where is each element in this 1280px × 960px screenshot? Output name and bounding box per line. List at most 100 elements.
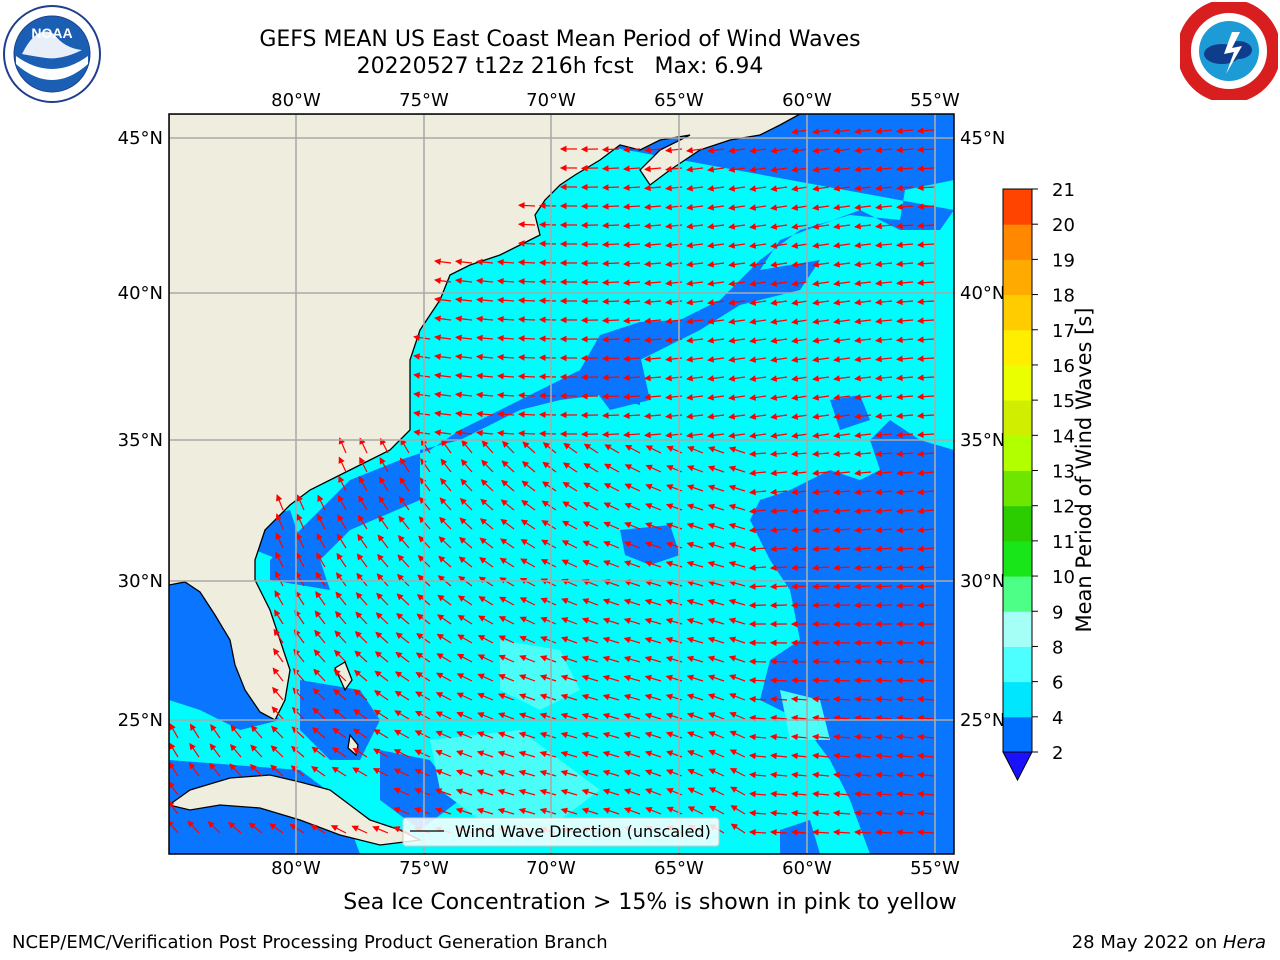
wave-arrow-head <box>520 539 528 546</box>
wave-arrow-head <box>580 411 588 419</box>
wave-arrow-head <box>790 752 798 760</box>
wave-arrow-head <box>563 442 571 450</box>
wave-arrow-head <box>833 413 841 420</box>
wave-arrow-head <box>623 693 631 701</box>
wave-arrow-head <box>730 823 738 831</box>
wave-arrow-head <box>833 147 841 154</box>
wave-arrow-head <box>623 655 631 663</box>
wave-arrow-head <box>748 602 756 609</box>
wave-arrow-head <box>895 583 903 590</box>
wave-arrow-head <box>276 494 283 502</box>
wave-arrow-head <box>833 318 841 325</box>
wave-arrow-head <box>874 279 882 287</box>
wave-arrow-head <box>853 620 861 628</box>
graticule <box>169 114 954 854</box>
wave-arrow-head <box>518 750 526 758</box>
wave-arrow-head <box>461 439 469 447</box>
wave-arrow-head <box>832 583 840 590</box>
wave-arrow-head <box>791 166 799 173</box>
wave-arrow-head <box>749 242 757 249</box>
wave-arrow-head <box>854 165 861 173</box>
wave-arrow-head <box>622 298 630 305</box>
colorbar-tick-label: 8 <box>1052 637 1063 658</box>
wave-arrow-head <box>540 597 548 604</box>
wave-arrow-head <box>623 712 631 720</box>
wave-arrow-head <box>397 534 405 543</box>
wave-arrow-head <box>248 822 256 830</box>
wave-arrow-head <box>581 788 589 796</box>
wave-arrow-head <box>707 261 715 268</box>
wave-arrow-head <box>580 392 588 400</box>
wave-arrow-head <box>498 635 506 642</box>
wave-arrow-head <box>209 762 216 770</box>
wave-arrow-head <box>769 488 777 496</box>
wave-arrow-head <box>622 355 630 362</box>
wave-arrow-head <box>518 693 527 700</box>
wave-arrow-head <box>854 184 861 192</box>
wave-arrow-head <box>643 165 651 173</box>
colorbar-tick-label: 19 <box>1052 250 1075 271</box>
wave-arrow-head <box>481 440 489 448</box>
wave-arrow-head <box>728 299 736 306</box>
wave-arrow-head <box>582 540 590 547</box>
wave-arrow-head <box>378 515 385 523</box>
wave-arrow-head <box>853 602 861 609</box>
wave-arrow-head <box>728 541 736 549</box>
wave-arrow-head <box>539 712 547 719</box>
wave-arrow-head <box>728 598 736 606</box>
wave-arrow-head <box>560 807 568 815</box>
wave-arrow-head <box>812 299 820 306</box>
wave-arrow-head <box>707 674 716 681</box>
wave-arrow-head <box>456 673 465 680</box>
wave-arrow-head <box>748 809 756 817</box>
wave-arrow-head <box>707 503 715 511</box>
wave-arrow-head <box>812 432 820 439</box>
wave-arrow-head <box>439 516 447 524</box>
wave-arrow-head <box>413 372 421 379</box>
wave-arrow-head <box>643 222 651 230</box>
wave-arrow-head <box>622 431 630 438</box>
wave-arrow-head <box>769 545 777 553</box>
wave-arrow-head <box>916 545 924 553</box>
wave-arrow-head <box>330 825 339 832</box>
wave-arrow-head <box>666 484 674 491</box>
wave-arrow-head <box>664 279 672 287</box>
wave-arrow-head <box>414 710 423 718</box>
wave-arrow-head <box>417 555 425 563</box>
wave-arrow-head <box>748 488 756 496</box>
wave-arrow-head <box>562 501 570 508</box>
wave-arrow-head <box>645 445 653 452</box>
wave-arrow-head <box>854 412 861 420</box>
wave-arrow-head <box>475 429 483 437</box>
wave-arrow-head <box>707 394 715 401</box>
wave-arrow-head <box>559 335 567 343</box>
wave-arrow-head <box>456 653 465 660</box>
wave-arrow-head <box>539 693 548 700</box>
wave-arrow-head <box>748 771 756 779</box>
wave-arrow-head <box>854 374 861 382</box>
wave-arrow-head <box>434 807 443 814</box>
wave-arrow-head <box>499 538 508 545</box>
wave-arrow-head <box>770 204 778 211</box>
colorbar-segment <box>1003 259 1032 296</box>
wave-arrow-head <box>355 611 363 619</box>
wave-arrow-head <box>314 629 321 637</box>
wave-arrow-head <box>517 411 525 418</box>
wave-arrow-head <box>665 598 673 606</box>
wave-arrow-head <box>916 450 924 458</box>
wave-arrow-head <box>916 639 924 647</box>
wave-arrow-head <box>459 497 467 505</box>
wave-arrow-head <box>916 260 924 267</box>
wave-arrow-head <box>790 526 798 534</box>
wave-arrow-head <box>560 636 569 643</box>
wave-arrow-head <box>874 127 882 135</box>
wave-arrow-head <box>376 573 384 581</box>
wave-arrow-head <box>455 788 464 795</box>
wave-arrow-head <box>854 241 861 249</box>
wave-arrow-head <box>337 494 344 503</box>
wave-arrow-head <box>250 725 258 733</box>
wave-arrow-head <box>541 500 549 508</box>
wave-arrow-head <box>603 502 611 509</box>
wave-arrow-head <box>812 223 820 230</box>
wave-arrow-head <box>601 222 609 229</box>
